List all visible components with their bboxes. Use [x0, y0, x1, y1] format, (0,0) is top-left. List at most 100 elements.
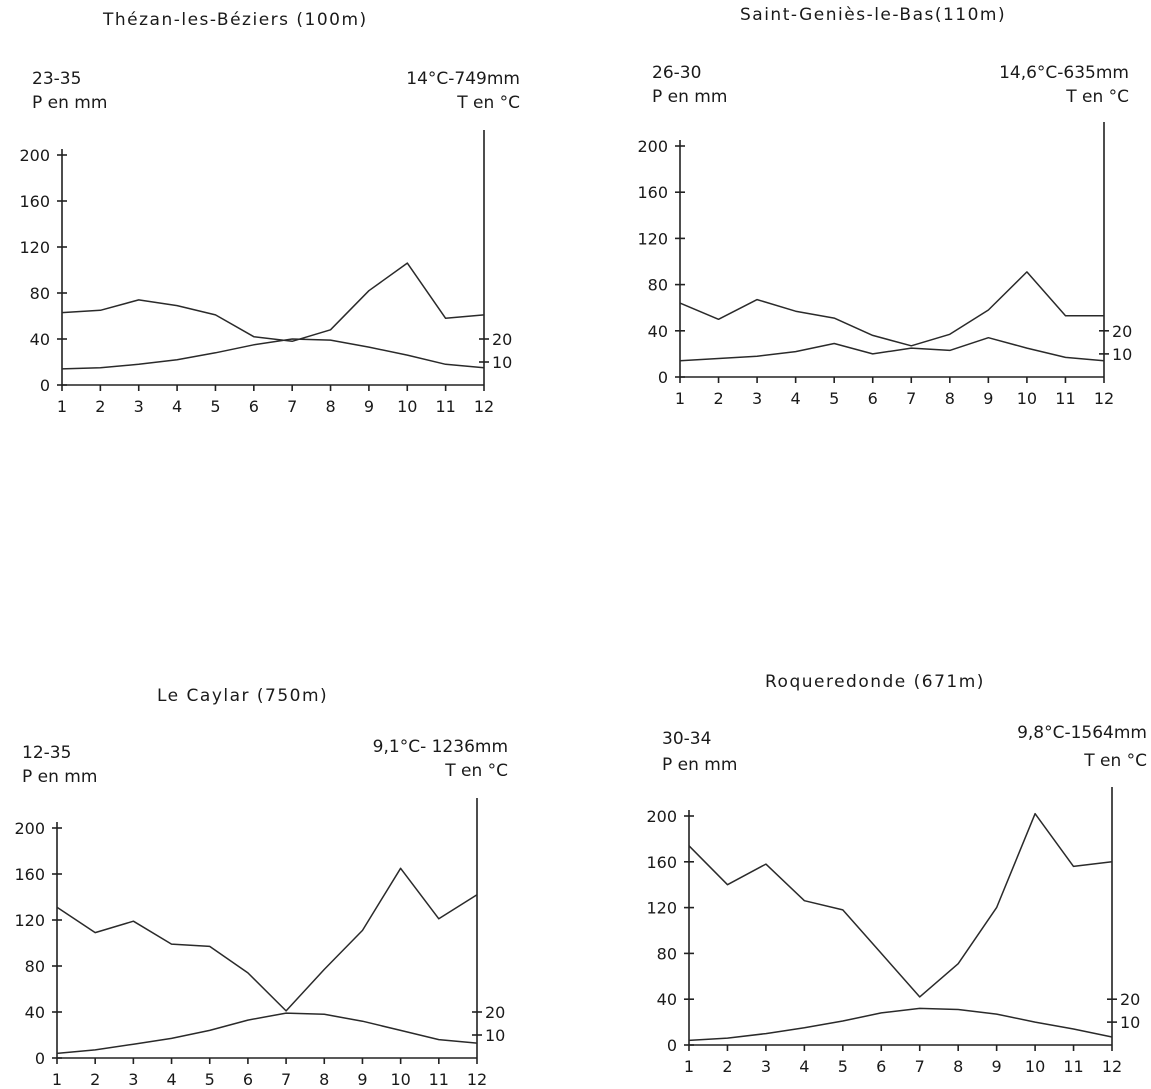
y-tick-label: 120	[637, 229, 668, 248]
x-tick-label: 7	[906, 389, 916, 408]
climate-chart-saint-genies: Saint-Geniès-le-Bas(110m) 26-30 P en mm …	[590, 0, 1151, 430]
y-tick-label: 0	[658, 368, 668, 387]
precipitation-line	[56, 867, 478, 1012]
chart-title: Roqueredonde (671m)	[765, 672, 985, 692]
x-tick-label: 2	[95, 397, 105, 416]
climate-chart-roqueredonde: Roqueredonde (671m) 30-34 P en mm 9,8°C-…	[590, 670, 1151, 1089]
y2-tick-label: 20	[485, 1003, 505, 1022]
x-tick-label: 3	[128, 1070, 138, 1089]
y-tick-label: 40	[657, 990, 677, 1009]
x-tick-label: 7	[915, 1057, 925, 1076]
x-tick-label: 12	[1102, 1057, 1122, 1076]
x-tick-label: 1	[684, 1057, 694, 1076]
precipitation-line	[679, 271, 1104, 347]
x-tick-label: 1	[675, 389, 685, 408]
x-tick-label: 10	[1025, 1057, 1045, 1076]
x-tick-label: 11	[1063, 1057, 1083, 1076]
y2-axis-label: T en °C	[1084, 751, 1147, 771]
x-tick-label: 2	[90, 1070, 100, 1089]
y2-tick-label: 10	[492, 353, 512, 372]
x-tick-label: 10	[1017, 389, 1037, 408]
station-code: 12-35	[22, 743, 72, 763]
x-tick-label: 8	[953, 1057, 963, 1076]
temperature-line	[56, 1012, 478, 1055]
x-tick-label: 8	[945, 389, 955, 408]
station-summary: 14°C-749mm	[406, 69, 520, 89]
x-tick-label: 4	[166, 1070, 176, 1089]
y-tick-label: 160	[637, 183, 668, 202]
station-summary: 9,1°C- 1236mm	[372, 737, 508, 757]
y-tick-label: 120	[14, 911, 45, 930]
y2-tick-label: 20	[1112, 322, 1132, 341]
y-tick-label: 80	[25, 957, 45, 976]
x-tick-label: 10	[397, 397, 417, 416]
x-tick-label: 5	[829, 389, 839, 408]
y2-tick-label: 10	[1120, 1013, 1140, 1032]
y-tick-label: 0	[40, 376, 50, 395]
x-tick-label: 5	[838, 1057, 848, 1076]
y-tick-label: 200	[19, 146, 50, 165]
x-tick-label: 8	[325, 397, 335, 416]
y-tick-label: 80	[657, 944, 677, 963]
temperature-line	[61, 338, 485, 370]
y-tick-label: 160	[19, 192, 50, 211]
x-tick-label: 2	[713, 389, 723, 408]
x-tick-label: 1	[57, 397, 67, 416]
y-tick-label: 0	[667, 1036, 677, 1055]
station-summary: 14,6°C-635mm	[999, 63, 1129, 83]
y2-axis-label: T en °C	[445, 761, 508, 781]
x-tick-label: 5	[210, 397, 220, 416]
x-tick-label: 7	[287, 397, 297, 416]
y-tick-label: 80	[30, 284, 50, 303]
y-axis-label: P en mm	[652, 87, 728, 107]
x-tick-label: 4	[172, 397, 182, 416]
x-tick-label: 11	[1055, 389, 1075, 408]
chart-title: Thézan-les-Béziers (100m)	[103, 10, 368, 30]
station-summary: 9,8°C-1564mm	[1017, 723, 1147, 743]
y-tick-label: 160	[14, 865, 45, 884]
x-tick-label: 3	[752, 389, 762, 408]
x-tick-label: 10	[390, 1070, 410, 1089]
y-tick-label: 200	[14, 819, 45, 838]
x-tick-label: 11	[435, 397, 455, 416]
x-tick-label: 6	[876, 1057, 886, 1076]
y-tick-label: 40	[30, 330, 50, 349]
y2-tick-label: 20	[1120, 990, 1140, 1009]
y-axis-label: P en mm	[32, 93, 108, 113]
x-tick-label: 6	[243, 1070, 253, 1089]
y2-tick-label: 10	[1112, 345, 1132, 364]
x-tick-label: 3	[761, 1057, 771, 1076]
y-tick-label: 40	[25, 1003, 45, 1022]
x-tick-label: 9	[357, 1070, 367, 1089]
y-tick-label: 40	[648, 322, 668, 341]
x-tick-label: 11	[429, 1070, 449, 1089]
x-tick-label: 2	[722, 1057, 732, 1076]
x-tick-label: 12	[1094, 389, 1114, 408]
y2-tick-label: 20	[492, 330, 512, 349]
y-axis-label: P en mm	[22, 767, 98, 787]
x-tick-label: 1	[52, 1070, 62, 1089]
station-code: 23-35	[32, 69, 82, 89]
x-tick-label: 12	[467, 1070, 487, 1089]
x-tick-label: 6	[868, 389, 878, 408]
y2-tick-label: 10	[485, 1026, 505, 1045]
y-tick-label: 0	[35, 1049, 45, 1068]
y2-axis-label: T en °C	[457, 93, 520, 113]
station-code: 26-30	[652, 63, 702, 83]
x-tick-label: 5	[205, 1070, 215, 1089]
x-tick-label: 12	[474, 397, 494, 416]
x-tick-label: 9	[983, 389, 993, 408]
x-tick-label: 6	[249, 397, 259, 416]
chart-title: Le Caylar (750m)	[157, 686, 329, 706]
precipitation-line	[688, 812, 1113, 998]
x-tick-label: 4	[799, 1057, 809, 1076]
climate-chart-thezan: Thézan-les-Béziers (100m) 23-35 P en mm …	[0, 0, 560, 430]
station-code: 30-34	[662, 729, 712, 749]
precipitation-line	[61, 262, 485, 343]
y-tick-label: 200	[646, 807, 677, 826]
x-tick-label: 4	[791, 389, 801, 408]
